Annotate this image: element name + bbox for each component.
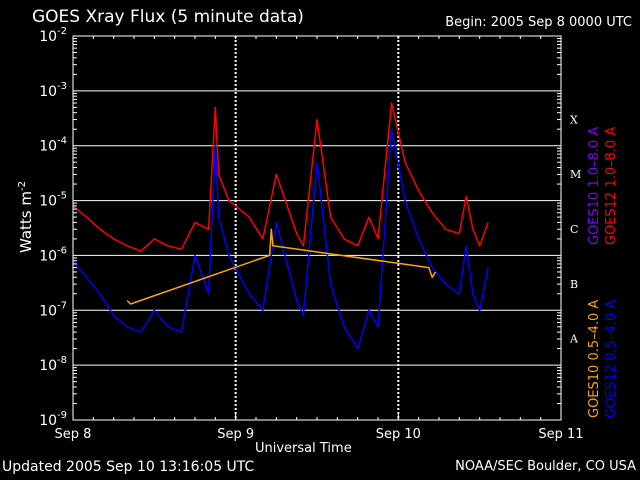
y-tick-label: 10-2 — [39, 26, 67, 45]
y-tick-label: 10-9 — [39, 410, 67, 429]
legend-label: GOES12 1.0–8.0 A — [604, 126, 619, 245]
y-axis-title-main: Watts m — [17, 190, 35, 254]
x-axis-title: Universal Time — [255, 441, 352, 456]
flare-class-label: X — [570, 113, 578, 126]
plot-frame — [72, 35, 562, 421]
y-tick-label: 10-3 — [39, 81, 67, 100]
legend-label: GOES12 0.5–4.0 A — [604, 299, 619, 418]
series-line — [72, 128, 489, 350]
series-layer — [72, 102, 489, 350]
grid-layer — [73, 36, 561, 420]
y-tick-label: 10-6 — [39, 245, 67, 264]
y-tick-label: 10-5 — [39, 191, 67, 210]
y-axis-title: Watts m-2 — [17, 177, 35, 257]
credit-line: NOAA/SEC Boulder, CO USA — [455, 459, 636, 474]
x-tick-label: Sep 8 — [55, 427, 92, 442]
y-tick-label: 10-7 — [39, 300, 67, 319]
begin-time: Begin: 2005 Sep 8 0000 UTC — [445, 15, 632, 30]
y-axis-title-exp: -2 — [17, 181, 28, 191]
x-tick-label: Sep 11 — [538, 427, 583, 442]
legend-label: GOES10 0.5–4.0 A — [587, 299, 602, 418]
y-tick-label: 10-4 — [39, 136, 67, 155]
x-tick-label: Sep 9 — [217, 427, 254, 442]
updated-timestamp: Updated 2005 Sep 10 13:16:05 UTC — [2, 459, 255, 475]
flare-class-label: B — [570, 278, 578, 291]
legend-goes12-long: GOES12 1.0–8.0 A — [604, 127, 619, 245]
legend-goes12-short: GOES12 0.5–4.0 A — [604, 300, 619, 418]
y-tick-label: 10-8 — [39, 355, 67, 374]
flare-class-label: M — [570, 168, 581, 181]
chart-title: GOES Xray Flux (5 minute data) — [32, 7, 304, 27]
legend-goes10-short: GOES10 0.5–4.0 A — [587, 300, 602, 418]
legend-goes10-long: GOES10 1.0–8.0 A — [587, 127, 602, 245]
x-tick-label: Sep 10 — [376, 427, 421, 442]
series-line — [72, 102, 489, 252]
legend-label: GOES10 1.0–8.0 A — [587, 126, 602, 245]
flare-class-label: A — [569, 333, 579, 346]
flare-class-label: C — [570, 223, 578, 236]
series-line — [126, 228, 437, 305]
